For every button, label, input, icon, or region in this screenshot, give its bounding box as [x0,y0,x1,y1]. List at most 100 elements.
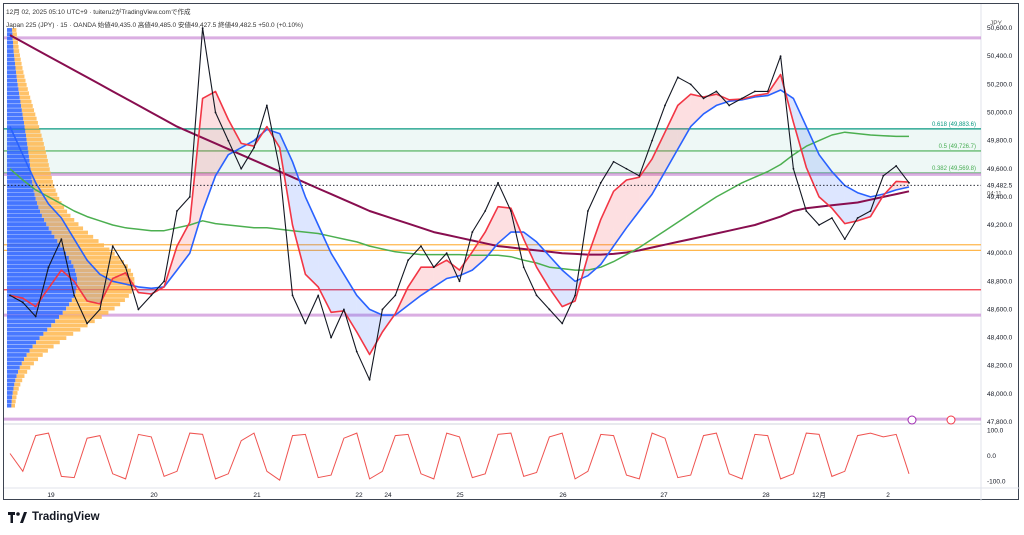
vp-bar-up [7,251,67,256]
ema-cloud [831,171,845,224]
y-tick-label: 48,200.0 [987,363,1013,370]
vp-bar-down [74,293,129,298]
vp-bar-down [18,369,28,374]
y-tick-label: 50,200.0 [987,81,1013,88]
price-point [676,76,679,79]
price-point [304,322,307,325]
y-tick-label: 48,600.0 [987,306,1013,313]
price-point [407,259,410,262]
ema-cloud [664,105,678,172]
vp-bar-down [15,378,23,383]
vp-bar-up [7,44,14,49]
price-point [535,294,538,297]
vp-bar-down [32,184,55,189]
vp-bar-up [7,163,30,167]
vp-bar-up [7,70,17,75]
vp-bar-down [40,209,68,214]
price-point [818,224,820,226]
price-point [843,238,846,241]
price-point [599,181,602,184]
brand[interactable]: TradingView [8,511,100,523]
ema-cloud [472,232,486,271]
vp-bar-down [12,28,17,32]
vp-bar-up [7,78,18,83]
x-tick-label: 24 [384,492,392,499]
symbol-title[interactable]: Japan 225 (JPY) · 15 · OANDA 始値49,435.0 … [6,22,304,29]
vp-bar-down [27,142,44,146]
price-point [9,294,11,297]
price-point [34,315,37,318]
vp-bar-up [7,188,34,193]
price-point [99,308,101,311]
ema-cloud [626,177,640,228]
price-point [150,294,153,297]
ema-cloud [652,132,665,195]
vp-bar-down [39,336,67,340]
ema-cloud [844,185,858,224]
price-point [291,294,294,297]
y-tick-label: 49,000.0 [987,250,1013,257]
vp-bar-down [32,180,53,184]
vp-bar-up [7,129,26,134]
vp-bar-up [7,230,52,235]
vp-bar-down [66,251,115,256]
vp-bar-up [7,369,19,374]
ema-cloud [202,91,216,211]
price-point [497,181,499,184]
vp-bar-up [7,285,77,290]
vp-bar-up [7,180,33,184]
vp-bar-down [75,268,131,273]
price-point [638,174,641,177]
vp-bar-down [14,57,21,62]
vp-bar-up [7,319,56,324]
y-tick-label: 49,200.0 [987,222,1013,229]
vp-bar-down [62,310,109,315]
vp-bar-up [7,361,22,366]
vp-bar-up [7,353,27,357]
osc-tick-label: 0.0 [987,453,996,460]
price-point [882,174,885,177]
price-point [587,210,589,212]
vp-bar-up [7,116,24,121]
vp-bar-down [31,171,51,176]
vp-bar-up [7,32,13,37]
vp-bar-up [7,53,15,58]
vp-bar-up [7,382,15,387]
x-tick-label: 2 [886,492,890,499]
ema-cloud [793,98,807,168]
vp-bar-down [76,272,134,277]
vp-bar-up [7,167,31,172]
ema-cloud [369,309,383,355]
vp-bar-up [7,331,44,336]
price-point [420,245,422,248]
vp-bar-up [7,112,23,117]
ema-cloud [176,222,190,271]
vp-bar-up [7,315,60,319]
vp-bar-up [7,239,58,243]
vp-bar-down [76,285,134,290]
vp-bar-up [7,306,67,311]
vp-bar-up [7,218,44,222]
price-point [548,308,551,311]
brand-name: TradingView [32,511,100,523]
tradingview-logo-icon [8,511,27,523]
price-point [651,139,654,142]
price-point [432,266,435,269]
vp-bar-down [68,255,120,260]
vp-bar-down [66,306,115,311]
x-tick-label: 19 [47,492,55,499]
oscillator-line [9,432,910,482]
vp-bar-down [15,61,22,66]
x-tick-label: 22 [355,492,363,499]
ema-cloud [690,94,704,127]
vp-bar-down [29,348,48,353]
price-point [176,210,178,212]
vp-bar-down [29,158,48,163]
price-point [561,322,564,325]
vp-bar-down [25,129,41,134]
price-point [484,210,487,212]
fib-level-label: 0.382 (49,569.8) [932,166,976,172]
price-point [715,90,718,93]
chart-canvas[interactable]: 0.618 (49,883.6) 0.5 (49,726.7) 0.382 (49,… [4,4,1020,501]
chart-frame[interactable]: 0.618 (49,883.6) 0.5 (49,726.7) 0.382 (49,… [3,3,1020,501]
